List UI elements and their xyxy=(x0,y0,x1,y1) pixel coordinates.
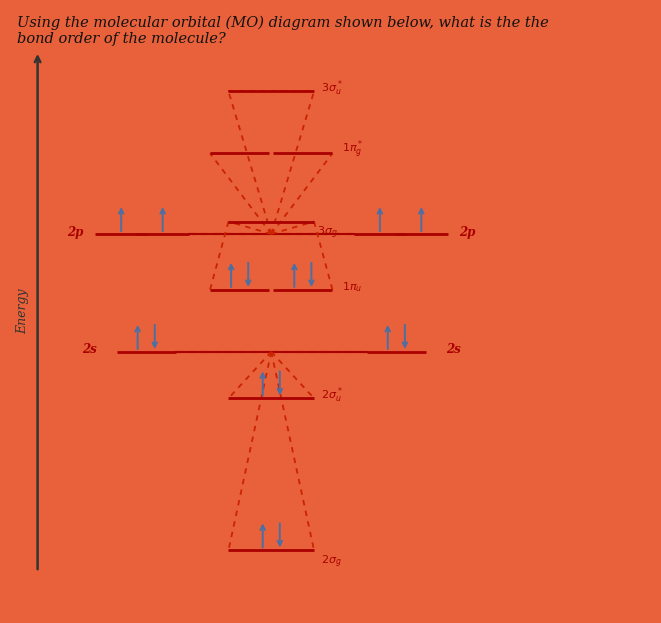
Text: Using the molecular orbital (MO) diagram shown below, what is the the
bond order: Using the molecular orbital (MO) diagram… xyxy=(17,16,548,46)
Text: $3\sigma_u^*$: $3\sigma_u^*$ xyxy=(321,78,342,98)
Text: 2p: 2p xyxy=(459,226,475,239)
Text: $1\pi_g^*$: $1\pi_g^*$ xyxy=(342,139,364,161)
Text: Energy: Energy xyxy=(16,288,29,335)
Text: 2s: 2s xyxy=(446,343,461,356)
Text: $1\pi_u$: $1\pi_u$ xyxy=(342,280,363,293)
Text: 2p: 2p xyxy=(67,226,84,239)
Text: 2s: 2s xyxy=(82,343,97,356)
Text: $2\sigma_g$: $2\sigma_g$ xyxy=(321,553,341,569)
Text: $3\sigma_g$: $3\sigma_g$ xyxy=(317,224,338,241)
Text: $2\sigma_u^*$: $2\sigma_u^*$ xyxy=(321,386,342,405)
